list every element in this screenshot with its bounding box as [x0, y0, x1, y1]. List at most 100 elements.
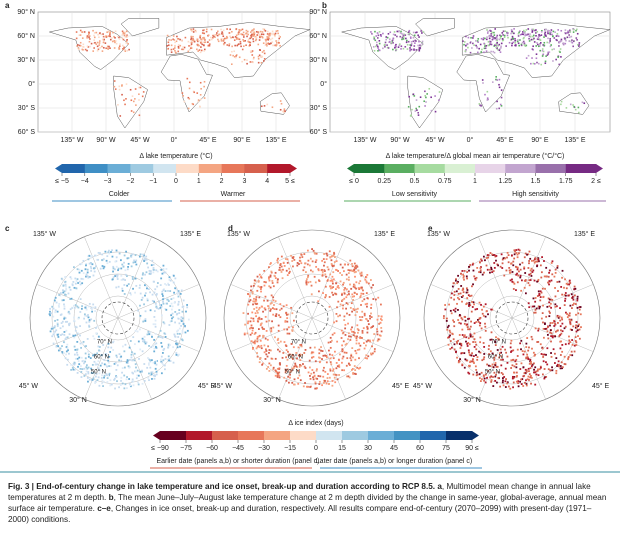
lake-cell	[528, 273, 531, 276]
lake-cell	[322, 369, 325, 372]
lake-cell	[321, 350, 324, 352]
lake-cell	[490, 50, 492, 53]
polar-label: 70° N	[491, 340, 506, 346]
lake-cell	[484, 93, 486, 96]
lake-cell	[176, 35, 178, 38]
lake-cell	[489, 365, 492, 367]
lake-cell	[545, 353, 547, 356]
lake-cell	[121, 33, 124, 36]
lake-cell	[481, 308, 483, 311]
lake-cell	[336, 365, 339, 368]
lake-cell	[185, 310, 187, 313]
lake-cell	[105, 373, 108, 375]
lake-cell	[512, 41, 515, 44]
lake-cell	[521, 41, 524, 44]
lake-cell	[339, 280, 342, 283]
lake-cell	[539, 343, 542, 346]
lake-cell	[222, 40, 225, 42]
lake-cell	[160, 342, 163, 344]
lake-cell	[324, 379, 326, 382]
lake-cell	[534, 311, 537, 314]
lake-cell	[417, 114, 420, 116]
lake-cell	[176, 343, 178, 346]
lake-cell	[484, 315, 487, 318]
lake-cell	[168, 284, 170, 286]
lake-cell	[268, 285, 271, 288]
lake-cell	[569, 323, 572, 326]
lake-cell	[105, 47, 107, 50]
lake-cell	[66, 343, 69, 346]
lake-cell	[342, 340, 345, 343]
lake-cell	[80, 365, 82, 367]
lake-cell	[63, 333, 66, 336]
lake-cell	[260, 61, 263, 64]
lake-cell	[107, 359, 110, 362]
lake-cell	[535, 32, 537, 34]
lake-cell	[135, 263, 138, 266]
lake-cell	[498, 83, 500, 86]
lake-cell	[101, 382, 103, 385]
lake-cell	[348, 364, 351, 366]
lake-cell	[512, 377, 515, 379]
lake-cell	[84, 48, 87, 51]
lake-cell	[477, 38, 480, 40]
lake-cell	[234, 56, 237, 59]
lake-cell	[265, 367, 268, 370]
lake-cell	[196, 38, 199, 41]
lake-cell	[532, 62, 535, 65]
lake-cell	[96, 258, 98, 261]
lake-cell	[107, 374, 110, 377]
lake-cell	[229, 54, 232, 56]
lake-cell	[357, 287, 360, 289]
lake-cell	[142, 272, 144, 275]
lake-cell	[72, 281, 75, 283]
lake-cell	[166, 45, 169, 47]
polar-label: 60° N	[94, 355, 109, 361]
lake-cell	[332, 357, 335, 360]
lat-label: 30° S	[18, 104, 36, 112]
lake-cell	[135, 284, 138, 287]
lake-cell	[82, 43, 85, 46]
lake-cell	[354, 314, 357, 317]
lake-cell	[222, 35, 225, 38]
lake-cell	[409, 47, 411, 49]
lake-cell	[297, 369, 300, 372]
lake-cell	[279, 100, 282, 102]
lake-cell	[515, 273, 518, 276]
lake-cell	[148, 333, 151, 336]
lake-cell	[299, 359, 302, 362]
lake-cell	[573, 344, 576, 347]
lake-cell	[278, 362, 281, 365]
lake-cell	[141, 273, 144, 276]
lake-cell	[479, 341, 482, 344]
lake-cell	[56, 323, 59, 326]
lake-cell	[373, 38, 376, 40]
lake-cell	[419, 96, 422, 99]
lake-cell	[324, 285, 327, 288]
lake-cell	[530, 376, 533, 379]
lake-cell	[376, 318, 379, 321]
lake-cell	[121, 263, 124, 266]
lake-cell	[523, 29, 525, 32]
lake-cell	[263, 28, 266, 31]
lake-cell	[559, 340, 562, 343]
lake-cell	[499, 103, 502, 106]
lake-cell	[327, 383, 330, 385]
lake-cell	[243, 332, 246, 335]
lake-cell	[288, 267, 290, 270]
lake-cell	[370, 353, 373, 356]
lake-cell	[127, 42, 129, 45]
lake-cell	[253, 33, 256, 36]
lake-cell	[530, 362, 533, 365]
lake-cell	[164, 358, 167, 360]
lake-cell	[493, 371, 496, 374]
lake-cell	[56, 325, 59, 327]
lake-cell	[134, 277, 137, 280]
lake-cell	[181, 48, 183, 51]
lake-cell	[175, 40, 178, 43]
lat-label: 60° S	[18, 128, 36, 136]
lake-cell	[545, 375, 548, 378]
lake-cell	[270, 302, 273, 304]
lake-cell	[560, 103, 562, 106]
lake-cell	[500, 355, 503, 358]
